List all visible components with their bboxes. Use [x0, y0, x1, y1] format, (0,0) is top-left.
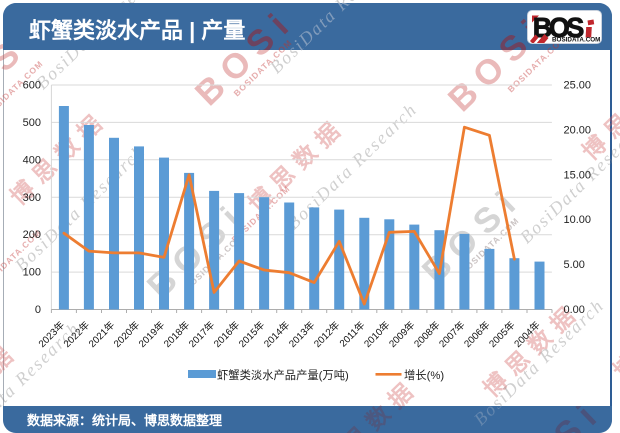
- svg-text:2010年: 2010年: [361, 318, 393, 350]
- svg-text:2018年: 2018年: [161, 318, 193, 350]
- svg-text:2009年: 2009年: [386, 318, 418, 350]
- svg-text:500: 500: [23, 117, 41, 129]
- svg-text:5.00: 5.00: [564, 259, 585, 271]
- svg-text:2013年: 2013年: [286, 318, 318, 350]
- svg-text:2008年: 2008年: [411, 318, 443, 350]
- svg-text:2019年: 2019年: [136, 318, 168, 350]
- svg-text:2012年: 2012年: [311, 318, 343, 350]
- svg-text:2007年: 2007年: [436, 318, 468, 350]
- svg-text:2020年: 2020年: [111, 318, 143, 350]
- svg-text:600: 600: [23, 80, 41, 92]
- svg-text:2005年: 2005年: [486, 318, 518, 350]
- svg-text:虾蟹类淡水产品产量(万吨): 虾蟹类淡水产品产量(万吨): [217, 368, 349, 382]
- svg-text:BOSIDATA.COM: BOSIDATA.COM: [552, 37, 600, 44]
- svg-text:20.00: 20.00: [564, 124, 592, 136]
- svg-text:0.00: 0.00: [564, 304, 585, 316]
- svg-text:2022年: 2022年: [60, 318, 92, 350]
- svg-text:2016年: 2016年: [211, 318, 243, 350]
- svg-text:200: 200: [23, 229, 41, 241]
- svg-text:2004年: 2004年: [511, 318, 543, 350]
- svg-text:2011年: 2011年: [336, 318, 367, 349]
- svg-text:0: 0: [35, 304, 41, 316]
- svg-text:25.00: 25.00: [564, 80, 592, 92]
- svg-text:100: 100: [23, 267, 41, 279]
- svg-text:15.00: 15.00: [564, 169, 592, 181]
- svg-text:2021年: 2021年: [86, 318, 118, 350]
- svg-text:2023年: 2023年: [35, 318, 67, 350]
- svg-text:10.00: 10.00: [564, 214, 592, 226]
- svg-text:2014年: 2014年: [261, 318, 293, 350]
- svg-text:2017年: 2017年: [186, 318, 218, 350]
- svg-text:增长(%): 增长(%): [404, 368, 444, 382]
- svg-text:2006年: 2006年: [461, 318, 493, 350]
- svg-text:400: 400: [23, 154, 41, 166]
- svg-text:2015年: 2015年: [236, 318, 268, 350]
- svg-text:300: 300: [23, 192, 41, 204]
